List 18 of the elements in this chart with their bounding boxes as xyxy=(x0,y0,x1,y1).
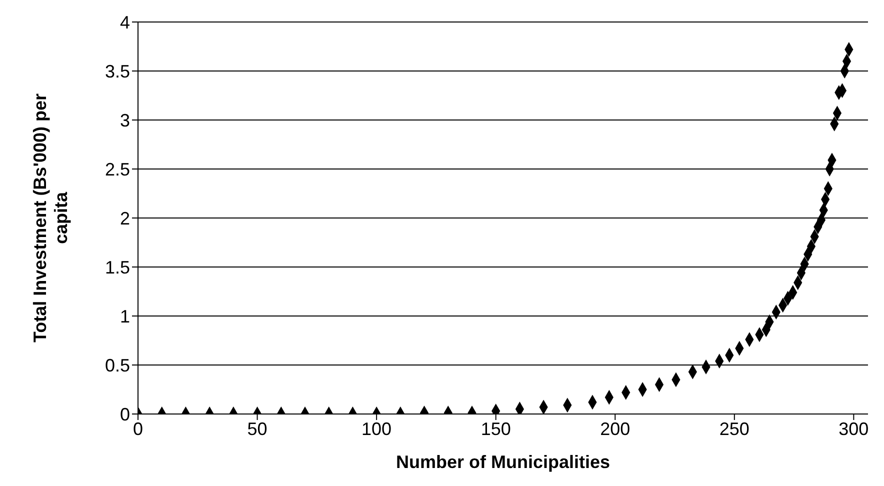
y-axis-title: Total Investment (Bs'000) per capita xyxy=(30,93,71,343)
x-tick-label: 150 xyxy=(480,418,511,439)
y-tick-label: 2.5 xyxy=(104,159,130,180)
x-tick-label: 100 xyxy=(362,418,392,439)
x-tick-label: 300 xyxy=(838,418,869,439)
x-tick-label: 0 xyxy=(132,418,144,439)
y-tick-label: 2 xyxy=(120,208,130,228)
y-tick-label: 1.5 xyxy=(104,257,130,278)
x-tick-label: 250 xyxy=(719,418,750,439)
x-tick-label: 200 xyxy=(600,418,630,439)
y-tick-label: 0 xyxy=(120,404,130,424)
y-tick-label: 4 xyxy=(120,12,130,32)
y-tick-label: 3 xyxy=(120,110,130,130)
y-tick-label: 1 xyxy=(120,306,130,326)
y-tick-label: 0.5 xyxy=(104,355,130,376)
x-tick-label: 50 xyxy=(247,418,268,439)
x-axis-title: Number of Municipalities xyxy=(396,452,610,472)
y-tick-label: 3.5 xyxy=(104,61,130,82)
